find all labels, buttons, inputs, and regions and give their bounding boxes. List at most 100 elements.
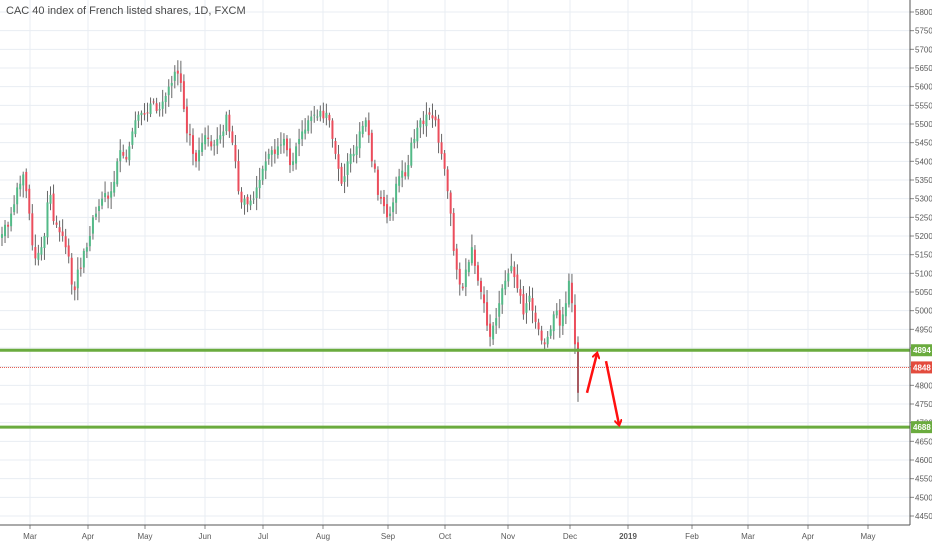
y-tick-label: 5050 <box>915 288 932 297</box>
candle-body <box>40 247 43 255</box>
candle-body <box>285 138 288 151</box>
candle-body <box>573 304 576 345</box>
candle-body <box>467 262 470 273</box>
candle-body <box>70 257 73 285</box>
candle-body <box>561 314 564 327</box>
candle-body <box>76 269 79 289</box>
candle-body <box>395 183 398 203</box>
candle-body <box>1 234 3 238</box>
candle-body <box>13 204 16 213</box>
support-label: 4688 <box>913 423 931 432</box>
candle-body <box>525 303 528 313</box>
candle-body <box>164 96 167 103</box>
candle-body <box>16 187 19 205</box>
candle-body <box>219 135 222 140</box>
candle-body <box>191 135 194 154</box>
candle-body <box>310 116 313 122</box>
candle-body <box>255 187 258 198</box>
candle-body <box>343 176 346 182</box>
candles <box>1 60 579 402</box>
candle-body <box>243 198 246 205</box>
candle-body <box>58 227 61 233</box>
candle-body <box>307 120 310 131</box>
x-tick-label: 2019 <box>619 532 637 541</box>
candle-body <box>155 103 158 111</box>
candle-body <box>31 213 34 246</box>
candle-body <box>546 336 549 345</box>
candle-body <box>504 280 507 290</box>
candle-body <box>49 194 52 204</box>
candle-body <box>140 112 143 116</box>
candle-body <box>382 197 385 207</box>
x-tick-label: Oct <box>439 532 452 541</box>
candle-body <box>519 289 522 296</box>
candle-body <box>301 131 304 140</box>
candle-body <box>228 114 231 132</box>
candle-body <box>210 141 213 147</box>
candle-body <box>498 303 501 317</box>
candle-body <box>167 86 170 96</box>
candle-body <box>292 161 295 165</box>
candle-body <box>379 197 382 199</box>
y-tick-label: 4950 <box>915 325 932 334</box>
candle-body <box>37 252 40 260</box>
candle-body <box>425 114 428 127</box>
candle-body <box>261 168 264 181</box>
y-tick-label: 5600 <box>915 83 932 92</box>
down-arrow <box>604 360 619 424</box>
candle-body <box>158 109 161 111</box>
candle-body <box>437 118 440 143</box>
candle-body <box>207 137 210 139</box>
support-badge <box>911 421 932 434</box>
candle-body <box>316 116 319 118</box>
candle-body <box>479 280 482 292</box>
x-tick-label: Jul <box>258 532 268 541</box>
candle-body <box>464 269 467 287</box>
price-axis[interactable]: 4450450045504600465047004750480048504900… <box>909 0 932 525</box>
candle-body <box>495 318 498 326</box>
candle-body <box>319 110 322 117</box>
candle-body <box>79 267 82 269</box>
y-tick-label: 5550 <box>915 101 932 110</box>
candle-body <box>276 146 279 156</box>
candle-body <box>358 131 361 149</box>
candle-body <box>185 106 188 134</box>
candle-body <box>52 193 55 222</box>
candle-body <box>137 114 140 121</box>
x-tick-label: May <box>137 532 152 541</box>
candle-body <box>422 120 425 124</box>
y-tick-label: 4550 <box>915 475 932 484</box>
support-badge <box>911 344 932 357</box>
candle-body <box>373 163 376 169</box>
y-tick-label: 5300 <box>915 195 932 204</box>
candle-body <box>237 161 240 192</box>
candle-body <box>334 141 337 154</box>
candle-body <box>570 282 573 304</box>
candle-body <box>143 113 146 115</box>
last-price-badge <box>911 361 932 374</box>
candle-body <box>443 153 446 169</box>
x-tick-label: Apr <box>82 532 95 541</box>
candle-body <box>346 161 349 175</box>
candle-body <box>149 103 152 115</box>
candle-body <box>410 142 413 166</box>
grid-lines <box>0 0 910 525</box>
y-tick-label: 5150 <box>915 251 932 260</box>
candle-body <box>188 133 191 136</box>
candle-body <box>176 70 179 74</box>
candle-body <box>328 114 331 121</box>
candle-body <box>98 206 101 212</box>
candle-body <box>252 198 255 200</box>
candle-body <box>46 202 49 238</box>
candle-body <box>88 236 91 247</box>
x-tick-label: Apr <box>802 532 815 541</box>
candle-body <box>431 115 434 119</box>
candle-body <box>113 181 116 193</box>
candle-body <box>389 213 392 217</box>
candle-body <box>325 112 328 118</box>
candle-body <box>7 224 10 227</box>
time-axis[interactable]: Mar Apr May Jun Jul Aug Sep Oct Nov Dec 2019 Feb Mar… <box>0 524 910 541</box>
y-tick-label: 5700 <box>915 45 932 54</box>
candle-body <box>483 294 486 304</box>
